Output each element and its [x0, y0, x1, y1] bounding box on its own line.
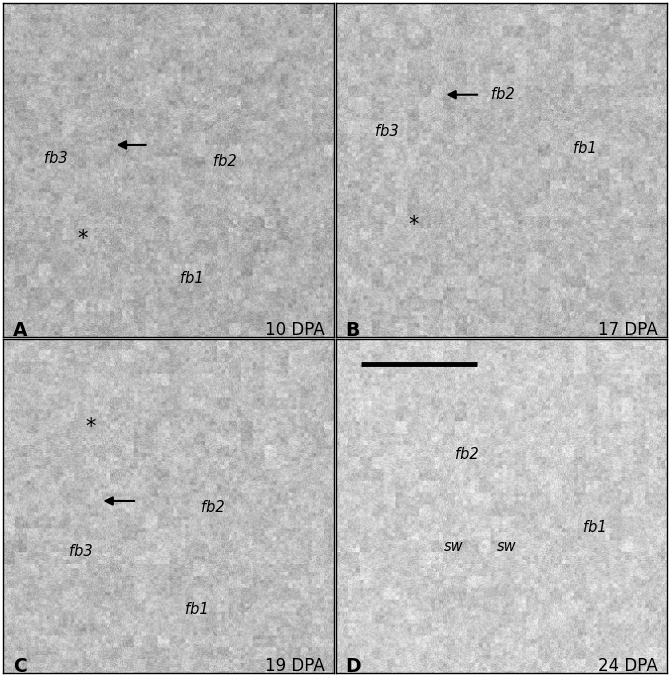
Text: sw: sw [444, 539, 463, 554]
Text: *: * [85, 417, 96, 437]
Text: fb2: fb2 [491, 87, 515, 102]
Text: fb1: fb1 [180, 271, 204, 286]
Text: fb2: fb2 [202, 500, 225, 515]
Text: fb3: fb3 [44, 151, 68, 166]
Text: *: * [77, 228, 88, 249]
Text: A: A [13, 320, 27, 339]
Text: fb1: fb1 [185, 602, 208, 617]
Text: fb1: fb1 [573, 141, 596, 155]
Text: sw: sw [496, 539, 517, 554]
Text: C: C [13, 656, 26, 675]
Text: D: D [346, 656, 361, 675]
Text: B: B [346, 320, 360, 339]
Text: fb3: fb3 [375, 124, 399, 139]
Text: 24 DPA: 24 DPA [598, 656, 657, 675]
Text: 17 DPA: 17 DPA [598, 320, 657, 339]
Text: fb1: fb1 [582, 521, 606, 535]
Text: fb2: fb2 [213, 154, 237, 169]
Text: *: * [409, 215, 419, 235]
Text: fb3: fb3 [69, 544, 92, 558]
Text: 19 DPA: 19 DPA [265, 656, 324, 675]
Text: 10 DPA: 10 DPA [265, 320, 324, 339]
Text: fb2: fb2 [455, 447, 478, 462]
